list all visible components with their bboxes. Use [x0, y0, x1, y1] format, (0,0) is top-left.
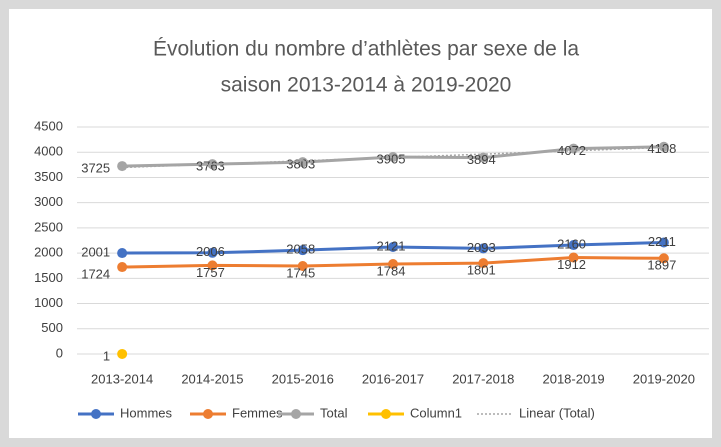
- data-label: 4108: [647, 141, 676, 156]
- data-point: [388, 152, 398, 163]
- data-label: 1801: [467, 263, 496, 278]
- data-point: [658, 141, 669, 152]
- data-point: [478, 258, 489, 269]
- x-tick-label: 2013-2014: [91, 371, 153, 386]
- legend-marker: [291, 409, 301, 419]
- data-label: 1757: [196, 265, 225, 280]
- legend-label: Hommes: [120, 405, 173, 420]
- legend-label: Column1: [410, 405, 462, 420]
- x-tick-label: 2019-2020: [633, 371, 695, 386]
- data-point: [117, 248, 128, 259]
- data-label: 3763: [196, 159, 225, 174]
- data-label: 1897: [647, 258, 676, 273]
- data-point: [297, 260, 308, 271]
- data-label: 1784: [377, 263, 406, 278]
- data-label: 3803: [286, 157, 315, 172]
- legend-marker: [381, 409, 391, 419]
- chart-area: [9, 9, 712, 438]
- y-tick-label: 2500: [34, 219, 63, 234]
- data-point: [478, 243, 489, 254]
- data-label: 3894: [467, 152, 496, 167]
- chart-title: saison 2013-2014 à 2019-2020: [221, 74, 512, 97]
- data-label: 3905: [377, 151, 406, 166]
- data-label: 2001: [81, 244, 110, 259]
- data-label: 1745: [286, 265, 315, 280]
- data-point: [117, 348, 128, 359]
- y-tick-label: 1500: [34, 270, 63, 285]
- data-point: [207, 159, 218, 170]
- data-label: 3725: [81, 161, 110, 176]
- data-point: [207, 260, 218, 271]
- data-point: [568, 252, 579, 263]
- data-point: [207, 247, 218, 258]
- data-point: [388, 259, 398, 270]
- data-point: [388, 242, 398, 253]
- data-point: [297, 245, 308, 256]
- legend-marker: [203, 409, 213, 419]
- x-tick-label: 2015-2016: [272, 371, 334, 386]
- data-label: 1912: [557, 257, 586, 272]
- x-tick-label: 2014-2015: [181, 371, 243, 386]
- data-point: [658, 253, 669, 264]
- y-tick-label: 500: [41, 320, 63, 335]
- chart-title: Évolution du nombre d’athlètes par sexe …: [153, 38, 579, 61]
- legend-label: Linear (Total): [519, 405, 595, 420]
- x-tick-label: 2017-2018: [452, 371, 514, 386]
- legend-label: Femmes: [232, 405, 283, 420]
- data-point: [478, 152, 489, 163]
- legend-marker: [91, 409, 101, 419]
- y-tick-label: 3500: [34, 169, 63, 184]
- data-point: [568, 240, 579, 251]
- data-label: 2211: [648, 234, 676, 249]
- data-label: 2160: [557, 236, 586, 251]
- data-point: [297, 157, 308, 168]
- data-point: [658, 237, 669, 248]
- y-tick-label: 1000: [34, 295, 63, 310]
- data-label: 1724: [81, 266, 110, 281]
- y-tick-label: 0: [56, 345, 63, 360]
- y-tick-label: 2000: [34, 245, 63, 260]
- data-point: [117, 262, 128, 273]
- data-label: 2006: [196, 244, 225, 259]
- x-tick-label: 2016-2017: [362, 371, 424, 386]
- y-tick-label: 4500: [34, 118, 63, 133]
- data-label: 1: [103, 348, 110, 363]
- data-label: 2093: [467, 240, 496, 255]
- y-tick-label: 4000: [34, 144, 63, 159]
- data-label: 2058: [286, 242, 315, 257]
- data-point: [117, 161, 128, 172]
- x-tick-label: 2018-2019: [542, 371, 604, 386]
- legend-label: Total: [320, 405, 348, 420]
- data-label: 2121: [377, 238, 406, 253]
- y-tick-label: 3000: [34, 194, 63, 209]
